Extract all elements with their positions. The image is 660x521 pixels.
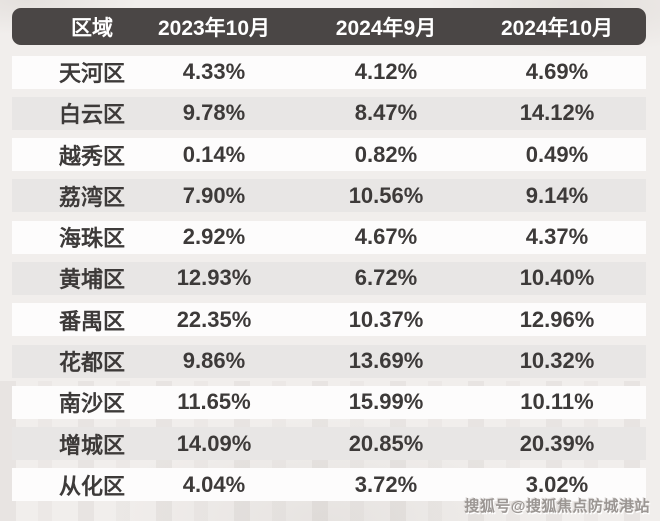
value-cell-2024-10: 9.14% [525, 182, 589, 208]
district-cell: 荔湾区 [58, 184, 125, 210]
value-cell-2024-09: 10.56% [348, 182, 424, 208]
table-row: 白云区 9.78% 8.47% 14.12% [12, 96, 646, 130]
value-cell-2024-10: 3.02% [525, 471, 589, 497]
value-cell-2023-10: 9.78% [182, 100, 246, 126]
value-cell-2024-10: 4.69% [525, 59, 589, 84]
value-cell-2024-09: 6.72% [354, 265, 418, 291]
table-row: 越秀区 0.14% 0.82% 0.49% [12, 138, 646, 172]
value-cell-2023-10: 4.04% [182, 471, 246, 497]
value-cell-2023-10: 22.35% [176, 306, 252, 332]
district-cell: 天河区 [58, 61, 125, 86]
value-cell-2024-09: 4.67% [354, 224, 418, 250]
table-row: 番禺区 22.35% 10.37% 12.96% [12, 303, 646, 337]
value-cell-2024-09: 0.82% [354, 141, 418, 167]
value-cell-2024-10: 10.32% [519, 348, 595, 374]
value-cell-2024-10: 10.40% [519, 265, 595, 291]
district-cell: 从化区 [58, 473, 125, 499]
value-cell-2024-09: 3.72% [354, 471, 418, 497]
value-cell-2023-10: 12.93% [176, 265, 252, 291]
watermark-text: 搜狐号@搜狐焦点防城港站 [464, 498, 650, 515]
header-cell-2024-10: 2024年10月 [500, 16, 614, 40]
district-cell: 南沙区 [58, 391, 125, 417]
value-cell-2023-10: 14.09% [176, 430, 252, 456]
table-row: 荔湾区 7.90% 10.56% 9.14% [12, 179, 646, 213]
value-cell-2023-10: 9.86% [182, 348, 246, 374]
value-cell-2023-10: 0.14% [182, 141, 246, 167]
table-row: 海珠区 2.92% 4.67% 4.37% [12, 220, 646, 254]
table-row: 天河区 4.33% 4.12% 4.69% [12, 55, 646, 89]
value-cell-2024-10: 12.96% [519, 306, 595, 332]
table-row: 南沙区 11.65% 15.99% 10.11% [12, 385, 646, 419]
district-cell: 越秀区 [58, 143, 125, 169]
value-cell-2024-09: 4.12% [354, 59, 418, 84]
district-cell: 海珠区 [58, 226, 125, 252]
value-cell-2024-10: 0.49% [525, 141, 589, 167]
header-cell-2024-09: 2024年9月 [335, 16, 437, 40]
value-cell-2024-10: 10.11% [520, 389, 594, 415]
table-row: 增城区 14.09% 20.85% 20.39% [12, 427, 646, 461]
value-cell-2024-10: 4.37% [525, 224, 589, 250]
header-cell-district: 区域 [71, 16, 113, 40]
value-cell-2024-09: 20.85% [348, 430, 424, 456]
value-cell-2024-09: 10.37% [348, 306, 424, 332]
district-cell: 白云区 [58, 102, 125, 128]
value-cell-2023-10: 4.33% [182, 59, 246, 84]
table-body: 天河区 4.33% 4.12% 4.69% 白云区 9.78% 8.47% 14… [12, 55, 646, 502]
district-percentage-table: 区域 2023年10月 2024年9月 2024年10月 天河区 4.33% 4… [12, 8, 646, 502]
header-cell-2023-10: 2023年10月 [157, 16, 271, 40]
value-cell-2023-10: 7.90% [182, 182, 246, 208]
value-cell-2024-09: 8.47% [354, 100, 418, 126]
value-cell-2023-10: 2.92% [182, 224, 246, 250]
district-cell: 花都区 [58, 350, 125, 376]
district-cell: 增城区 [58, 432, 125, 458]
district-cell: 黄埔区 [58, 267, 125, 293]
table-row: 花都区 9.86% 13.69% 10.32% [12, 344, 646, 378]
district-cell: 番禺区 [58, 308, 125, 334]
value-cell-2024-09: 13.69% [348, 348, 424, 374]
table-row: 黄埔区 12.93% 6.72% 10.40% [12, 261, 646, 295]
value-cell-2023-10: 11.65% [177, 389, 251, 415]
value-cell-2024-10: 14.12% [519, 100, 595, 126]
value-cell-2024-10: 20.39% [519, 430, 595, 456]
table-row: 从化区 4.04% 3.72% 3.02% [12, 468, 646, 502]
table-header: 区域 2023年10月 2024年9月 2024年10月 [12, 8, 646, 45]
value-cell-2024-09: 15.99% [348, 389, 424, 415]
